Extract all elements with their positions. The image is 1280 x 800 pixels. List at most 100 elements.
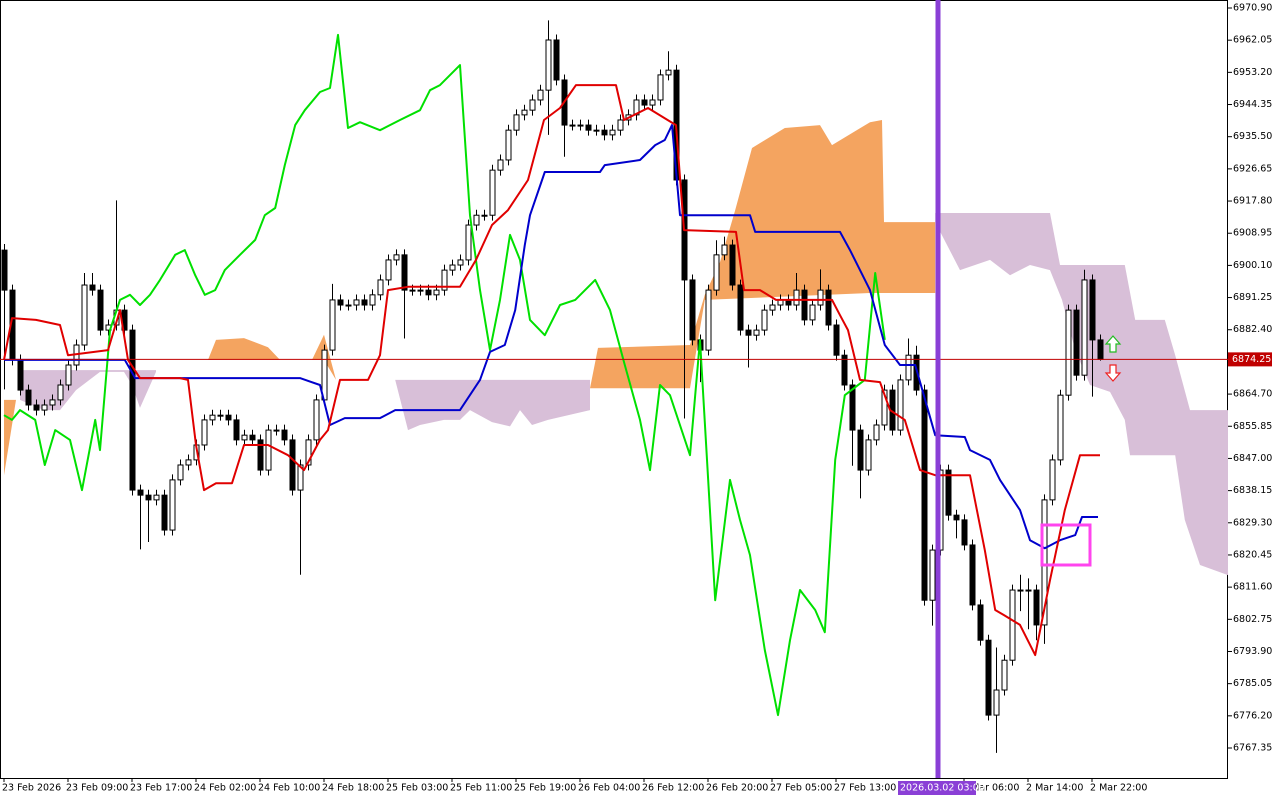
candle-body <box>305 439 312 466</box>
candle-body <box>905 354 912 381</box>
y-tick-label: 6864.70 <box>1233 389 1272 400</box>
candle-body <box>393 254 400 261</box>
candle-body <box>1 249 8 291</box>
candle-body <box>1097 339 1104 360</box>
candle-body <box>841 354 848 386</box>
down-arrow-icon <box>1104 364 1122 382</box>
candle-body <box>633 99 640 116</box>
candle-body <box>873 424 880 441</box>
candle-body <box>529 99 536 111</box>
candle-body <box>881 389 888 426</box>
candle-body <box>89 284 96 291</box>
y-tick-label: 6891.25 <box>1233 292 1272 303</box>
candle-body <box>25 389 32 406</box>
candle-body <box>153 494 160 501</box>
candle-body <box>641 99 648 106</box>
candle-body <box>433 289 440 296</box>
candle-body <box>729 244 736 286</box>
candle-body <box>537 89 544 101</box>
candle-body <box>361 299 368 306</box>
candle-body <box>97 289 104 331</box>
candle-body <box>745 329 752 336</box>
candle-body <box>201 419 208 446</box>
x-tick-label: 2 Mar 06:00 <box>962 783 1019 794</box>
candle-body <box>985 639 992 716</box>
candle-body <box>1065 309 1072 396</box>
candle-body <box>945 469 952 516</box>
up-arrow-icon <box>1104 335 1122 353</box>
candle-body <box>297 464 304 491</box>
ichimoku-cloud <box>395 379 590 431</box>
y-tick-label: 6962.05 <box>1233 35 1272 46</box>
candle-body <box>49 399 56 406</box>
x-tick-label: 27 Feb 05:00 <box>770 783 832 794</box>
indicator-line <box>3 84 1100 657</box>
candle-body <box>417 289 424 292</box>
x-tick-label: 23 Feb 09:00 <box>66 783 128 794</box>
highlight-box <box>1040 523 1092 567</box>
candle-body <box>481 214 488 217</box>
candle-body <box>225 414 232 421</box>
candle-body <box>289 439 296 491</box>
candle-body <box>793 289 800 306</box>
y-tick-label: 6811.60 <box>1233 582 1272 593</box>
candle-body <box>465 224 472 261</box>
candle-body <box>1009 589 1016 661</box>
candle-body <box>257 439 264 471</box>
last-price-label: 6874.25 <box>1232 354 1271 365</box>
y-tick-label: 6838.15 <box>1233 485 1272 496</box>
candle-body <box>961 519 968 546</box>
candle-body <box>737 284 744 331</box>
candle-body <box>57 384 64 401</box>
candle-body <box>281 429 288 441</box>
candle-body <box>657 74 664 101</box>
candle-body <box>41 404 48 411</box>
x-tick-label: 25 Feb 03:00 <box>386 783 448 794</box>
candle-body <box>689 279 696 341</box>
ichimoku-cloud <box>4 399 16 476</box>
y-tick-label: 6767.35 <box>1233 743 1272 754</box>
candle-body <box>953 514 960 521</box>
x-tick-label: 26 Feb 12:00 <box>642 783 704 794</box>
candle-body <box>169 479 176 531</box>
candle-body <box>761 309 768 331</box>
candle-body <box>977 604 984 641</box>
candle-body <box>809 304 816 321</box>
candle-body <box>817 289 824 306</box>
candle-body <box>897 379 904 431</box>
candle-body <box>161 494 168 531</box>
y-tick-label: 6917.80 <box>1233 196 1272 207</box>
vertical-marker-box <box>898 781 976 795</box>
candle-body <box>857 429 864 471</box>
candle-body <box>585 124 592 131</box>
candle-body <box>137 489 144 496</box>
candle-body <box>449 264 456 271</box>
x-tick-label: 24 Feb 02:00 <box>194 783 256 794</box>
x-tick-label: 26 Feb 04:00 <box>578 783 640 794</box>
ichimoku-cloud <box>208 334 336 380</box>
candle-body <box>249 434 256 441</box>
candle-body <box>665 69 672 76</box>
candle-body <box>1057 394 1064 461</box>
candle-body <box>33 404 40 411</box>
x-tick-label: 24 Feb 18:00 <box>322 783 384 794</box>
candle-body <box>545 39 552 91</box>
y-tick-label: 6793.90 <box>1233 646 1272 657</box>
y-tick-label: 6776.20 <box>1233 710 1272 721</box>
candle-body <box>337 299 344 306</box>
y-tick-label: 6935.50 <box>1233 131 1272 142</box>
plot-frame <box>0 0 1228 779</box>
candles <box>1 20 1104 753</box>
candle-body <box>377 279 384 296</box>
candle-body <box>273 429 280 432</box>
candle-body <box>241 434 248 441</box>
candle-body <box>385 259 392 281</box>
candle-body <box>601 129 608 136</box>
x-tick-label: 24 Feb 10:00 <box>258 783 320 794</box>
x-tick-label: 2 Mar 14:00 <box>1026 783 1083 794</box>
candle-body <box>129 329 136 491</box>
candle-body <box>217 414 224 417</box>
x-tick-label: 2 Mar 22:00 <box>1090 783 1147 794</box>
